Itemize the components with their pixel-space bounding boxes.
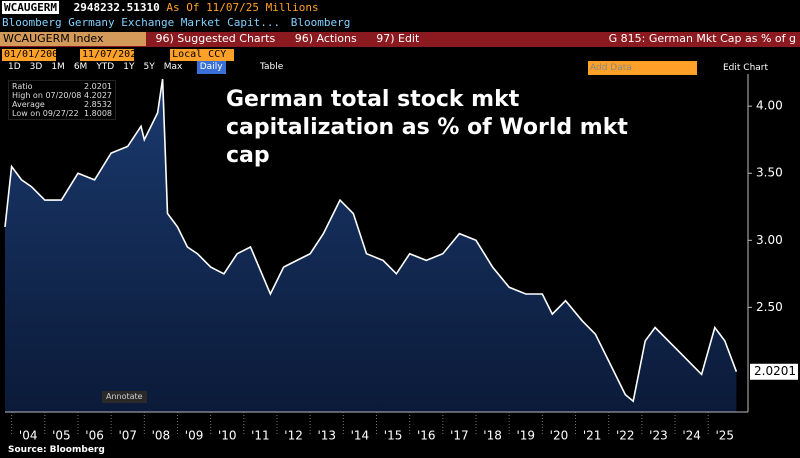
chart-name: G 815: German Mkt Cap as % of g — [608, 32, 796, 45]
last-value-label: 2.0201 — [754, 364, 796, 378]
range-button[interactable]: 3D — [29, 62, 43, 72]
edit-chart[interactable]: Edit Chart — [723, 63, 769, 73]
y-tick-label: 3.00 — [756, 233, 783, 247]
add-data[interactable]: Add Data — [588, 61, 697, 75]
ticker: WCAUGERM — [2, 1, 59, 14]
date-row: 01/01/2000 11/07/2025 Local CCY — [2, 49, 235, 61]
y-tick-label: 2.50 — [756, 300, 783, 314]
frequency[interactable]: Daily — [196, 61, 226, 74]
source: Source: Bloomberg — [8, 445, 105, 455]
legend-row: Ratio 2.0201 — [12, 82, 112, 91]
price: 2948232.51310 — [73, 1, 160, 14]
legend-value: 2.0201 — [84, 82, 112, 91]
toolbar: WCAUGERM Index 96) Suggested Charts 96) … — [0, 32, 800, 47]
legend: Ratio 2.0201 High on 07/20/08 4.2027 Average… — [8, 80, 116, 120]
description-line: Bloomberg Germany Exchange Market Capit.… — [2, 16, 350, 30]
units: Millions — [265, 1, 319, 14]
area — [5, 79, 737, 412]
legend-label: Average — [12, 100, 45, 109]
legend-row: Average 2.8532 — [12, 100, 112, 109]
x-tick-label: '17 — [450, 429, 469, 443]
x-tick-label: '10 — [218, 429, 237, 443]
x-tick-label: '11 — [251, 429, 270, 443]
actions-menu[interactable]: 96) Actions — [294, 32, 357, 45]
source-name: Bloomberg — [290, 16, 351, 29]
annotate-button[interactable]: Annotate — [102, 391, 147, 403]
legend-row: Low on 09/27/22 1.8008 — [12, 109, 112, 118]
legend-value: 2.8532 — [84, 100, 112, 109]
range-button[interactable]: 6M — [73, 62, 88, 72]
x-tick-label: '07 — [118, 429, 137, 443]
x-tick-label: '20 — [550, 429, 569, 443]
range-button[interactable]: 5Y — [143, 62, 155, 72]
x-tick-label: '25 — [715, 429, 734, 443]
last-value-tag — [750, 363, 798, 380]
legend-value: 4.2027 — [84, 91, 112, 100]
x-tick-label: '06 — [85, 429, 104, 443]
x-tick-label: '24 — [682, 429, 701, 443]
end-date[interactable]: 11/07/2025 — [80, 49, 143, 61]
description: Bloomberg Germany Exchange Market Capit.… — [2, 16, 281, 29]
x-tick-label: '15 — [384, 429, 403, 443]
chart-title: German total stock mkt capitalization as… — [226, 87, 628, 168]
x-tick-label: '14 — [351, 429, 370, 443]
range-button[interactable]: 1D — [8, 62, 21, 72]
table-button[interactable]: Table — [259, 62, 284, 72]
x-tick-label: '08 — [152, 429, 171, 443]
x-tick-label: '16 — [417, 429, 436, 443]
x-tick-label: '19 — [516, 429, 535, 443]
y-tick-label: 4.00 — [756, 99, 783, 113]
x-tick-label: '05 — [52, 429, 71, 443]
range-button[interactable]: Max — [163, 62, 183, 72]
x-tick-label: '22 — [616, 429, 635, 443]
as-of: As Of 11/07/25 — [166, 1, 260, 14]
x-tick-label: '12 — [284, 429, 303, 443]
x-tick-label: '21 — [583, 429, 602, 443]
header-line: WCAUGERM 2948232.51310 As Of 11/07/25 Mi… — [2, 1, 319, 15]
range-row: 1D 3D 1M 6M YTD 1Y 5Y Max Daily Table Add Data … — [8, 61, 800, 75]
line — [4, 78, 738, 403]
x-tick-label: '18 — [483, 429, 502, 443]
security-field[interactable]: WCAUGERM Index — [0, 32, 146, 46]
currency[interactable]: Local CCY — [170, 49, 235, 61]
edit-menu[interactable]: 97) Edit — [376, 32, 420, 45]
range-button[interactable]: 1M — [51, 62, 65, 72]
legend-label: Low on 09/27/22 — [12, 109, 79, 118]
x-tick-label: '13 — [317, 429, 336, 443]
x-tick-label: '04 — [19, 429, 38, 443]
legend-value: 1.8008 — [84, 109, 112, 118]
x-tick-label: '23 — [649, 429, 668, 443]
range-button[interactable]: YTD — [96, 62, 115, 72]
x-tick-label: '09 — [185, 429, 204, 443]
y-tick-label: 3.50 — [756, 166, 783, 180]
range-button[interactable]: 1Y — [123, 62, 135, 72]
suggested-charts[interactable]: 96) Suggested Charts — [155, 32, 276, 45]
legend-row: High on 07/20/08 4.2027 — [12, 91, 112, 100]
start-date[interactable]: 01/01/2000 — [2, 49, 65, 61]
legend-label: Ratio — [12, 82, 33, 91]
legend-label: High on 07/20/08 — [12, 91, 82, 100]
